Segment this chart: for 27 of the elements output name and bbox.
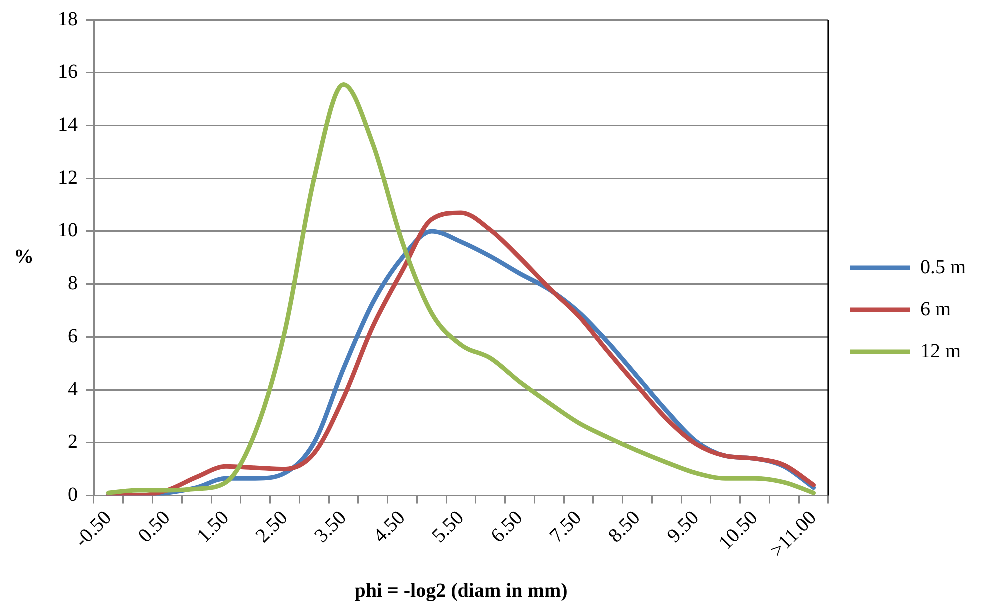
y-tick-label: 18 bbox=[58, 8, 78, 30]
x-tick-label: 8.50 bbox=[604, 506, 645, 548]
y-tick-label: 8 bbox=[68, 272, 78, 295]
y-tick-label: 2 bbox=[68, 431, 78, 454]
y-tick-label: 16 bbox=[58, 61, 78, 84]
y-tick-label: 4 bbox=[68, 378, 78, 400]
x-tick-label: 9.50 bbox=[663, 506, 704, 548]
y-tick-label: 12 bbox=[58, 166, 78, 189]
y-tick-label: 6 bbox=[68, 325, 78, 348]
x-tick-label: -0.50 bbox=[70, 506, 116, 552]
x-axis-title: phi = -log2 (diam in mm) bbox=[354, 580, 568, 602]
y-tick-label: 14 bbox=[58, 114, 78, 136]
x-tick-label: 2.50 bbox=[252, 506, 292, 548]
x-tick-label: 7.50 bbox=[546, 506, 586, 548]
x-tick-label: 3.50 bbox=[310, 506, 351, 548]
legend-label: 0.5 m bbox=[920, 256, 966, 278]
legend-label: 6 m bbox=[920, 298, 952, 320]
line-series bbox=[106, 82, 816, 496]
y-axis-title: % bbox=[14, 246, 34, 268]
x-tick-label: 6.50 bbox=[486, 506, 528, 548]
x-tick-label: 4.50 bbox=[369, 506, 410, 548]
x-tick-label: 0.50 bbox=[134, 506, 175, 548]
x-tick-label: 5.50 bbox=[428, 506, 468, 548]
y-tick-label: 10 bbox=[58, 220, 78, 242]
legend-label: 12 m bbox=[920, 340, 962, 362]
x-tick-label: 1.50 bbox=[193, 506, 234, 548]
y-tick-label: 0 bbox=[68, 484, 78, 506]
